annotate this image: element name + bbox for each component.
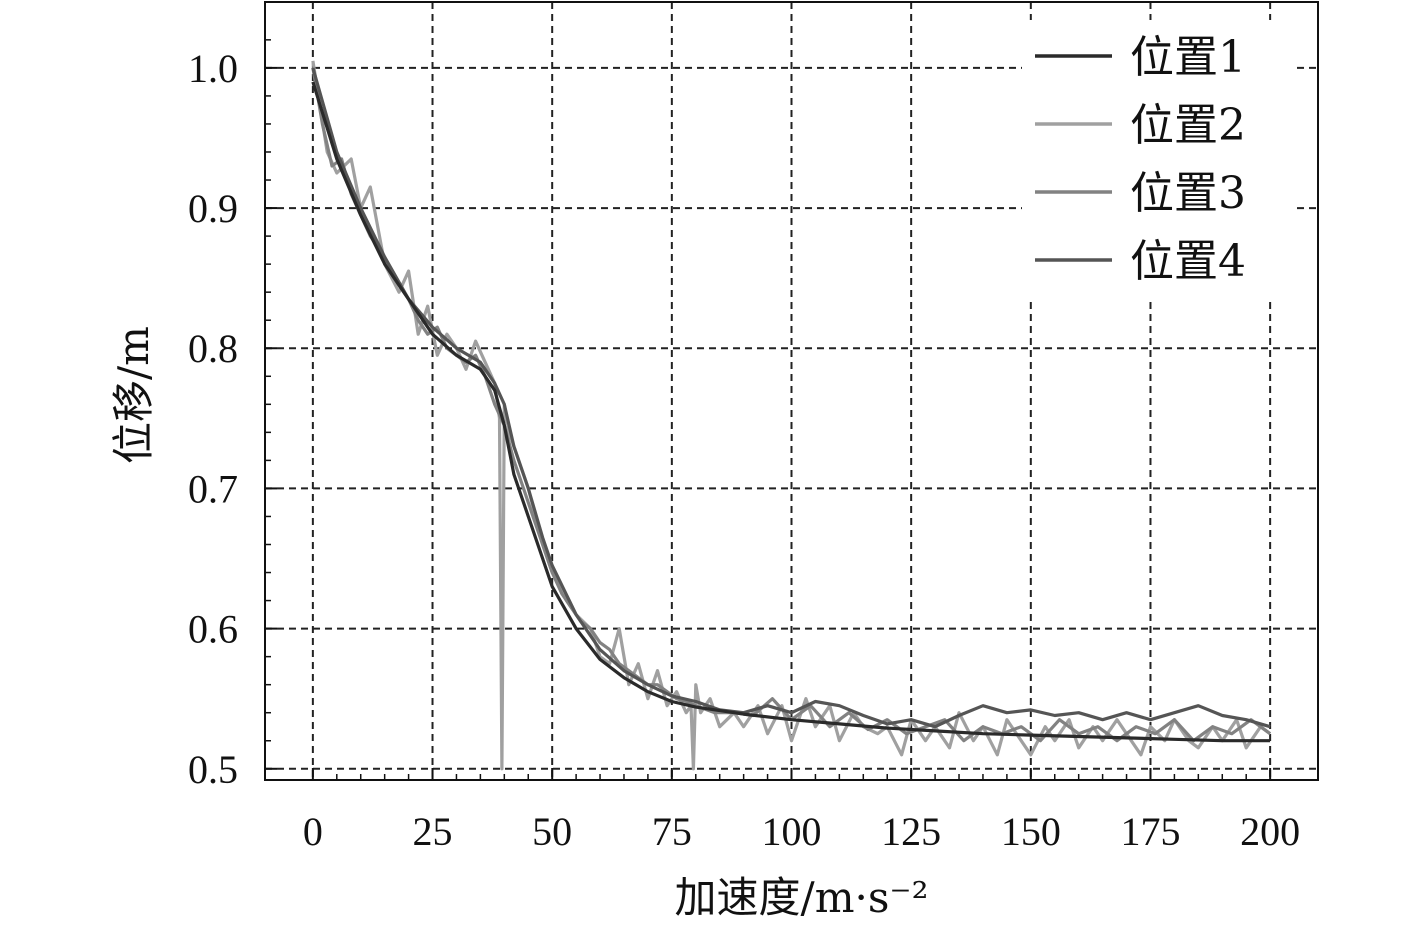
legend-label-3: 位置3 [1130, 168, 1246, 219]
legend-label-4: 位置4 [1130, 236, 1246, 287]
legend: 位置1 位置2 位置3 位置4 [1022, 20, 1292, 298]
y-tick-label: 0.6 [188, 607, 238, 652]
y-tick-label: 0.9 [188, 186, 238, 231]
legend-label-1: 位置1 [1130, 32, 1246, 83]
x-axis-tick-labels: 0 25 50 75 100 125 150 175 200 [303, 809, 1300, 854]
x-tick-label: 0 [303, 809, 323, 854]
y-axis-tick-labels: 0.5 0.6 0.7 0.8 0.9 1.0 [188, 46, 238, 792]
x-tick-label: 50 [532, 809, 572, 854]
x-tick-label: 125 [881, 809, 941, 854]
axis-ticks [265, 39, 1272, 780]
y-tick-label: 0.5 [188, 747, 238, 792]
series-line-1 [311, 81, 1271, 743]
legend-label-2: 位置2 [1130, 100, 1246, 151]
x-tick-label: 25 [413, 809, 453, 854]
series-layer [311, 60, 1272, 771]
series-line-4 [311, 67, 1271, 729]
y-tick-label: 0.7 [188, 466, 238, 511]
x-axis-label: 加速度/m·s⁻² [675, 873, 929, 922]
x-tick-label: 150 [1001, 809, 1061, 854]
y-axis-label: 位移/m [109, 326, 158, 464]
y-tick-label: 1.0 [188, 46, 238, 91]
x-tick-label: 200 [1240, 809, 1300, 854]
legend-background [1022, 20, 1292, 298]
x-tick-label: 100 [762, 809, 822, 854]
x-tick-label: 175 [1120, 809, 1180, 854]
y-tick-label: 0.8 [188, 326, 238, 371]
x-tick-label: 75 [652, 809, 692, 854]
